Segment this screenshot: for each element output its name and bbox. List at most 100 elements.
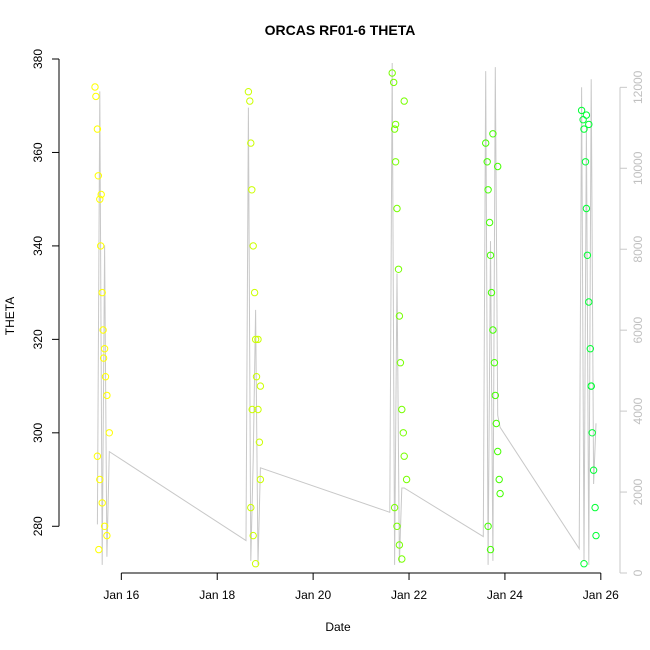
data-point (93, 125, 102, 133)
y-tick-label: 360 (31, 142, 45, 162)
data-point (100, 522, 109, 530)
data-point (94, 172, 103, 180)
data-point (492, 419, 500, 428)
data-point (251, 560, 260, 568)
x-tick-label: Jan 26 (583, 588, 619, 602)
y-axis-title: THETA (3, 297, 17, 335)
data-point (95, 545, 103, 554)
data-point (249, 531, 257, 540)
data-point (484, 522, 492, 530)
data-point (251, 335, 260, 344)
data-point (254, 335, 262, 344)
data-point (248, 186, 256, 194)
data-point (394, 265, 403, 273)
data-point (103, 391, 111, 400)
data-point (495, 475, 503, 484)
y-right-tick-label: 12000 (631, 70, 645, 104)
data-point (98, 499, 106, 507)
data-point (252, 373, 261, 381)
data-point (583, 251, 592, 260)
data-point (390, 503, 399, 512)
data-point (580, 125, 588, 133)
data-point (96, 475, 104, 484)
data-point (391, 120, 400, 129)
data-point (101, 373, 110, 381)
data-point (577, 106, 586, 115)
data-point (489, 130, 497, 138)
data-point (390, 78, 398, 87)
data-point (100, 345, 109, 353)
data-point (391, 158, 400, 166)
data-point (588, 429, 596, 437)
x-tick-label: Jan 20 (295, 588, 331, 602)
data-point (395, 541, 404, 549)
data-point (98, 288, 106, 297)
data-point (580, 560, 588, 568)
points-layer (91, 69, 600, 568)
data-point (249, 242, 257, 250)
y-right-tick-label: 0 (631, 569, 645, 576)
data-point (592, 531, 600, 540)
data-point (256, 475, 265, 484)
data-point (255, 438, 264, 446)
data-point (484, 186, 492, 194)
data-point (400, 452, 408, 460)
data-point (482, 139, 490, 147)
data-point (256, 382, 265, 390)
chart-title: ORCAS RF01-6 THETA (265, 22, 416, 38)
data-point (246, 97, 254, 105)
data-point (103, 531, 111, 540)
data-point (487, 288, 496, 297)
data-point (400, 97, 408, 105)
data-point (496, 489, 504, 498)
data-point (585, 120, 593, 129)
data-point (250, 288, 259, 297)
data-point (586, 345, 594, 353)
y-right-tick-label: 6000 (631, 316, 645, 343)
y-right-tick-label: 4000 (631, 397, 645, 424)
data-point (244, 88, 253, 96)
data-point (398, 555, 406, 563)
data-point (91, 83, 99, 91)
data-point (247, 139, 255, 147)
data-point (589, 466, 598, 474)
x-axis-title: Date (325, 620, 351, 634)
y-right-tick-label: 8000 (631, 236, 645, 263)
data-point (486, 251, 495, 260)
y-right-tick-label: 10000 (631, 151, 645, 185)
x-tick-label: Jan 24 (487, 588, 523, 602)
axes-layer: 280 300 320 340 360 380 Jan 16 Jan 18 Jan 20 Jan … (31, 49, 645, 602)
data-point (581, 158, 590, 166)
data-point (396, 359, 405, 367)
y-tick-label: 300 (31, 422, 45, 442)
data-point (97, 190, 105, 199)
y-tick-label: 340 (31, 236, 45, 256)
data-point (390, 125, 399, 133)
data-point (582, 204, 591, 213)
data-point (585, 298, 593, 306)
data-point (587, 382, 595, 390)
x-tick-label: Jan 22 (391, 588, 427, 602)
data-point (494, 162, 502, 171)
data-point (483, 158, 491, 166)
data-point (398, 405, 406, 414)
y-right-tick-label: 2000 (631, 478, 645, 505)
data-point (399, 429, 407, 437)
data-point (494, 447, 502, 456)
data-point (96, 195, 104, 203)
data-point (97, 242, 105, 250)
data-point (248, 405, 256, 414)
data-point (489, 326, 497, 334)
y-tick-label: 280 (31, 516, 45, 536)
data-point (105, 429, 114, 437)
data-point (490, 359, 499, 367)
data-point (591, 503, 599, 512)
y-tick-label: 320 (31, 329, 45, 349)
data-point (393, 522, 401, 530)
data-point (395, 312, 404, 320)
data-point (491, 391, 499, 400)
data-point (99, 354, 108, 362)
data-point (485, 218, 494, 227)
